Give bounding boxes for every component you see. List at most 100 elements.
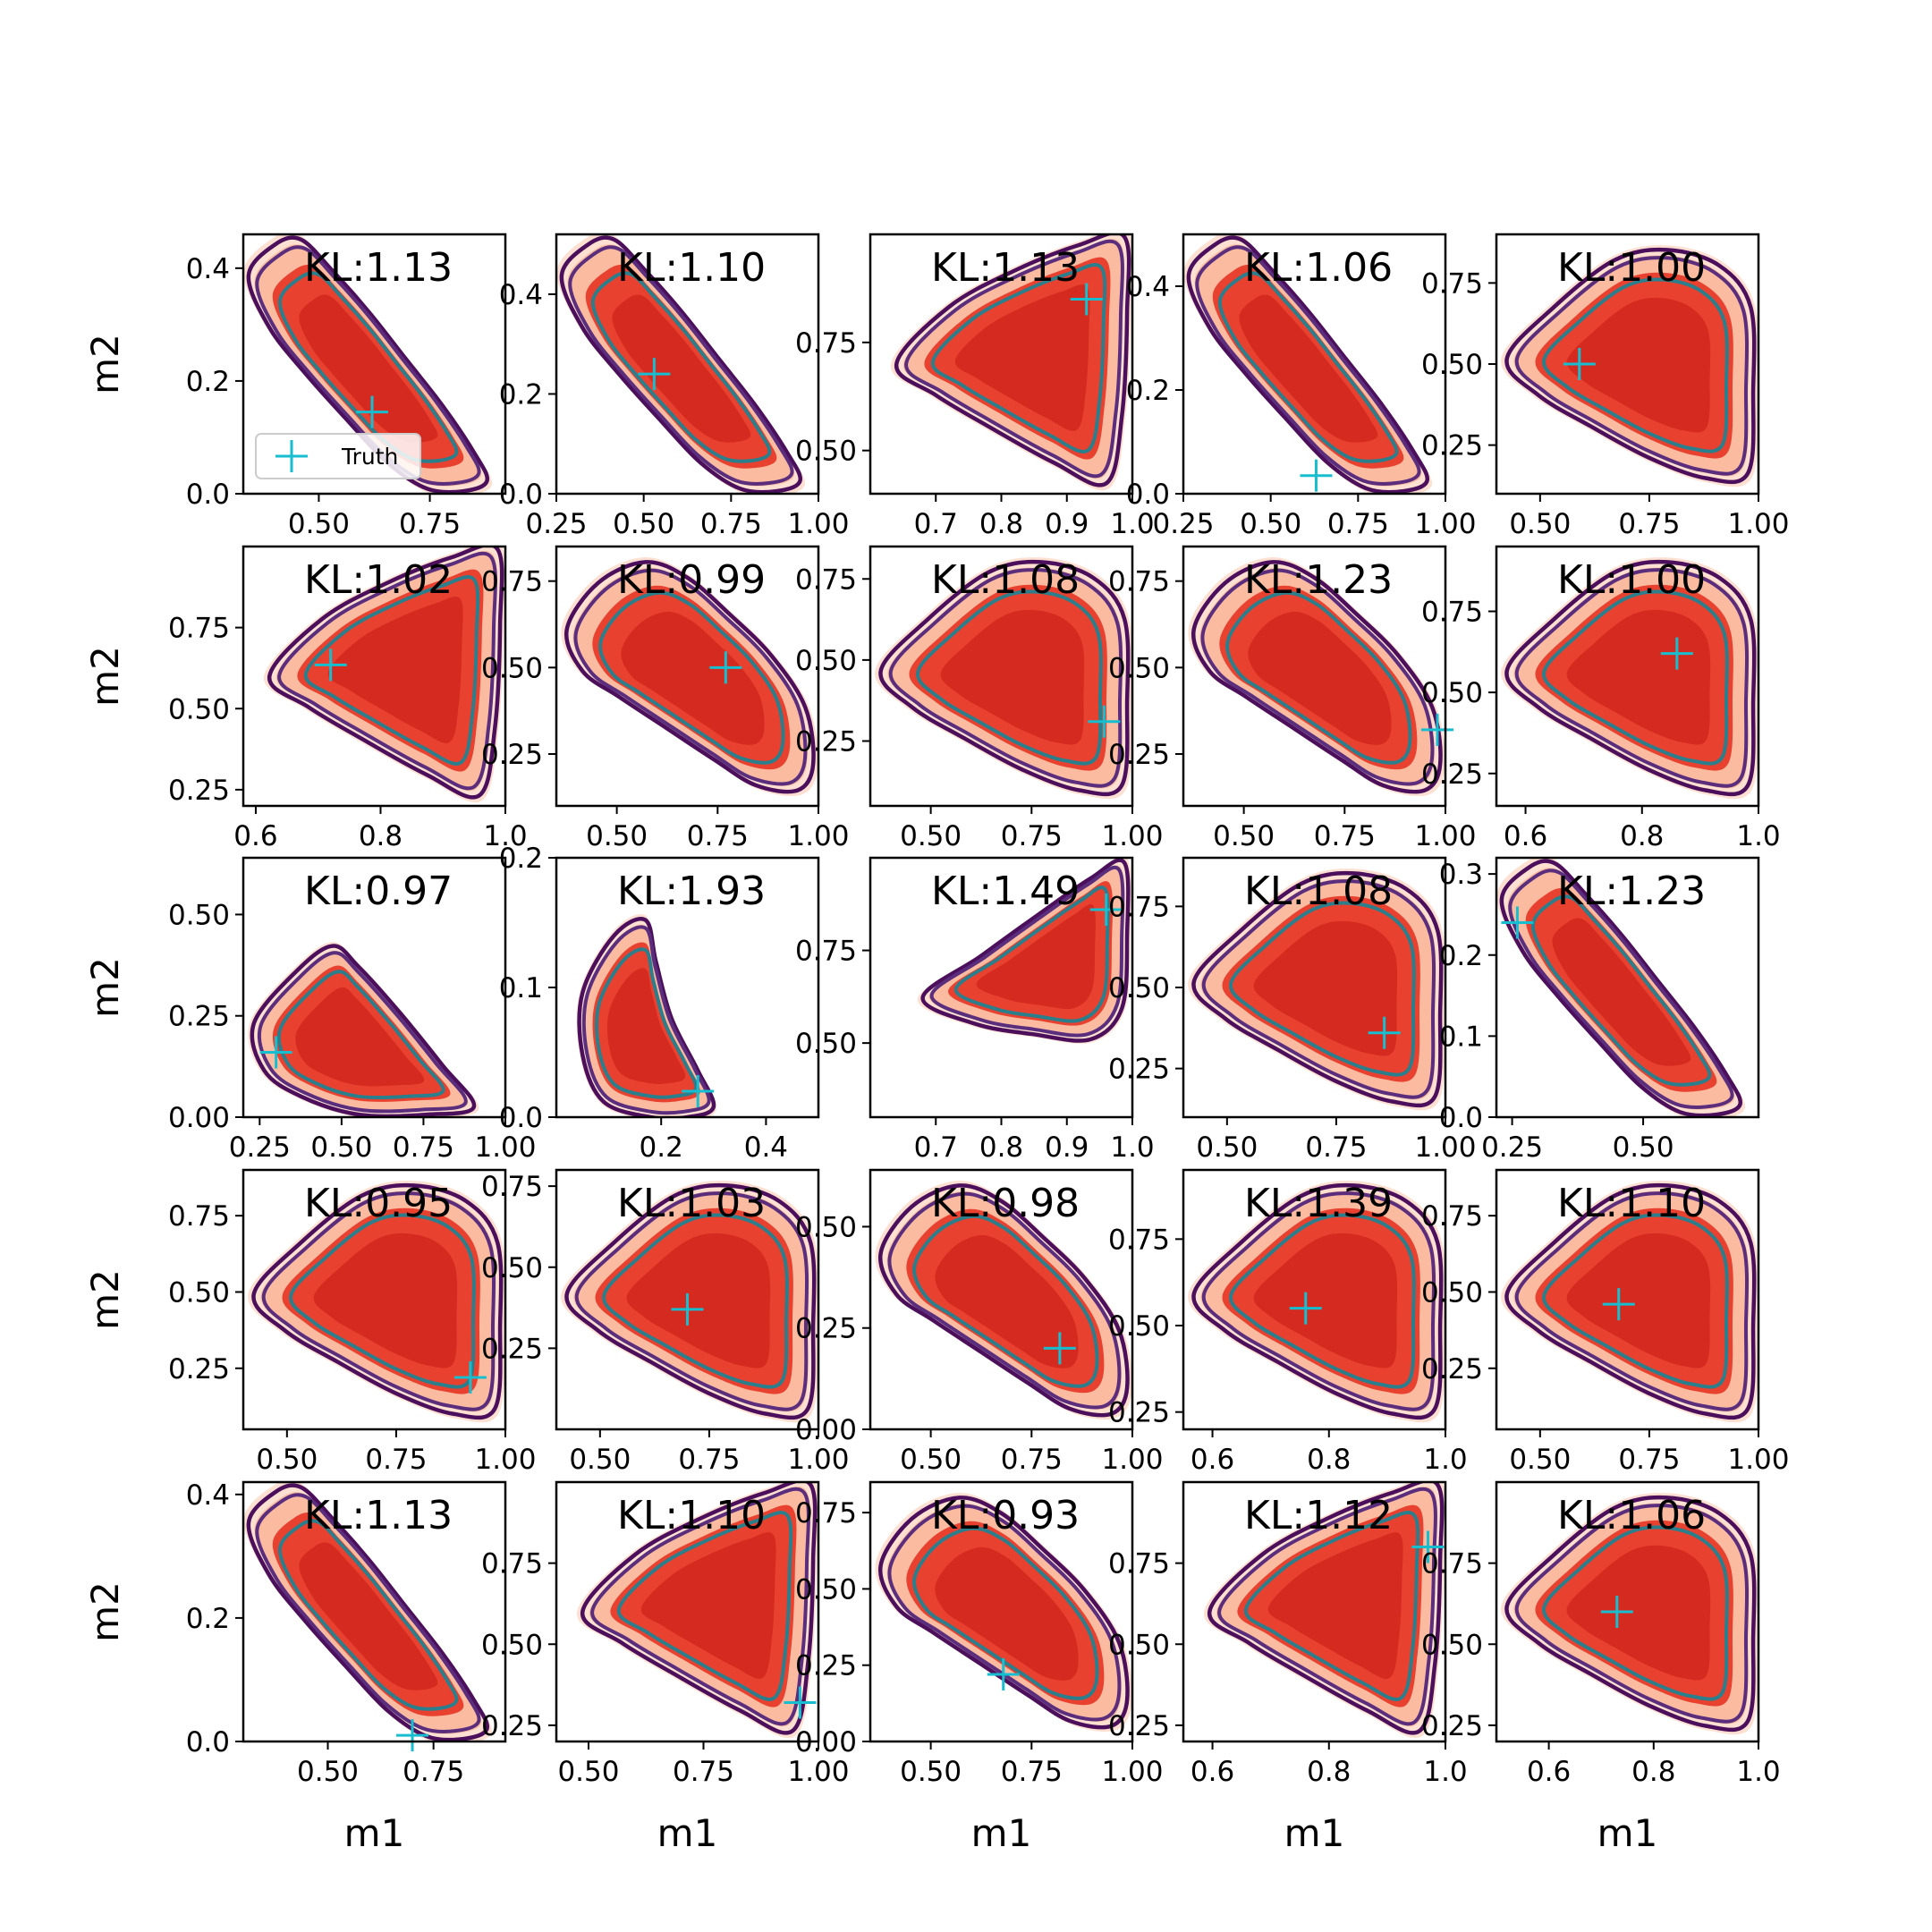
x-axis-label: m1 [1284, 1811, 1345, 1855]
y-tick-label: 0.50 [481, 652, 543, 684]
contour-inner [602, 1213, 789, 1389]
contour-mid [904, 239, 1124, 479]
axes-frame [555, 1168, 820, 1431]
density-fill-dark [935, 1546, 1079, 1681]
x-tick-label: 0.50 [569, 1444, 631, 1476]
density-fill-dark [640, 1532, 776, 1679]
y-tick-label: 0.25 [1421, 1353, 1483, 1385]
panel-r4-c3: 0.50 0.75 1.00 0.00 0.25 0.50 KL:0.98 [795, 1168, 1164, 1476]
y-tick-label: 0.2 [499, 843, 543, 875]
density-fill-dark [1248, 611, 1392, 745]
x-tick-label: 0.8 [1631, 1756, 1675, 1788]
truth-marker [1660, 637, 1693, 670]
density-layers [561, 557, 818, 797]
panel-r1-c5: 0.50 0.75 1.00 0.25 0.50 0.75 KL:1.00 [1421, 233, 1790, 540]
y-tick-label: 0.25 [1108, 1710, 1170, 1742]
x-tick-label: 0.50 [900, 820, 962, 852]
y-tick-label: 0.0 [186, 1726, 230, 1758]
y-tick-label: 0.25 [481, 1710, 543, 1742]
contour-outer [1191, 870, 1444, 1108]
density-fill-dark [1566, 609, 1711, 745]
x-tick-label: 1.0 [1423, 1444, 1467, 1476]
panel-r1-c4: 0.25 0.50 0.75 1.00 0.0 0.2 0.4 KL:1.06 [1126, 233, 1477, 540]
truth-marker [356, 395, 389, 428]
density-layers [561, 1181, 818, 1423]
contour-inner [912, 1214, 1099, 1388]
kl-label: KL:1.13 [931, 245, 1080, 291]
x-tick-label: 0.50 [256, 1444, 318, 1476]
y-tick-label: 0.4 [1126, 271, 1170, 303]
x-tick-label: 1.0 [1736, 1756, 1780, 1788]
x-tick-label: 0.25 [1152, 508, 1214, 540]
contour-inner [303, 575, 480, 766]
x-tick-label: 0.75 [673, 1756, 734, 1788]
truth-marker [1602, 1288, 1635, 1321]
density-fill-dark [1566, 1545, 1711, 1681]
truth-marker [1501, 906, 1534, 939]
density-layers [576, 914, 716, 1117]
density-fill-dark [327, 597, 463, 743]
x-tick-label: 1.00 [1414, 1131, 1476, 1164]
y-tick-label: 0.75 [795, 1497, 857, 1530]
contour-inner [1542, 277, 1729, 453]
density-fill-dark [295, 987, 425, 1087]
y-tick-label: 0.50 [1421, 677, 1483, 709]
contour-inner [1542, 1525, 1729, 1701]
x-tick-label: 0.75 [399, 508, 461, 540]
x-tick-label: 0.75 [1314, 820, 1376, 852]
y-axis-label: m2 [83, 1269, 127, 1330]
contour-mid [888, 568, 1123, 788]
contour-mid [929, 865, 1125, 1038]
kl-label: KL:0.97 [304, 869, 453, 914]
x-tick-label: 1.0 [1110, 1131, 1154, 1164]
panel-r5-c1: 0.50 0.75 0.0 0.2 0.4 KL:1.13 m2 m1 [83, 1479, 507, 1855]
contour-outer [1504, 1182, 1757, 1420]
y-tick-label: 0.50 [1108, 1310, 1170, 1343]
density-layers [1188, 869, 1445, 1111]
panel-r2-c1: 0.6 0.8 1.0 0.25 0.50 0.75 KL:1.02 m2 [83, 545, 528, 852]
y-tick-label: 0.50 [168, 1276, 230, 1309]
y-tick-label: 0.1 [499, 972, 543, 1004]
y-axis-label: m2 [83, 334, 127, 394]
x-tick-label: 0.50 [1240, 508, 1301, 540]
x-tick-label: 1.00 [1414, 820, 1476, 852]
axes-frame [1495, 1168, 1760, 1431]
y-tick-label: 0.25 [168, 1001, 230, 1033]
x-tick-label: 0.75 [1618, 508, 1680, 540]
y-tick-label: 0.25 [795, 1650, 857, 1682]
axes-frame [242, 233, 507, 496]
truth-marker [987, 1657, 1020, 1690]
y-tick-label: 0.0 [499, 479, 543, 511]
y-tick-label: 0.25 [481, 739, 543, 771]
contour-inner [1243, 1511, 1420, 1701]
x-tick-label: 1.00 [787, 1444, 849, 1476]
contour-mid [257, 951, 468, 1114]
x-tick-label: 1.0 [1110, 508, 1154, 540]
truth-marker [709, 651, 742, 684]
y-tick-label: 0.2 [186, 366, 230, 398]
y-tick-label: 0.75 [1108, 1548, 1170, 1580]
axes-frame [242, 545, 507, 808]
y-tick-label: 0.75 [168, 1200, 230, 1233]
density-layers [1183, 234, 1433, 494]
x-tick-label: 0.50 [288, 508, 350, 540]
y-axis-label: m2 [83, 646, 127, 707]
contour-mid [887, 1191, 1122, 1410]
contour-mid [1514, 568, 1750, 788]
kl-label: KL:0.93 [931, 1493, 1080, 1538]
contour-inner [590, 271, 772, 463]
x-tick-label: 1.0 [483, 820, 527, 852]
truth-marker [1289, 1292, 1322, 1325]
density-fill-dark [1566, 1233, 1711, 1368]
kl-label: KL:1.39 [1244, 1181, 1393, 1226]
contour-mid [590, 1487, 810, 1726]
truth-marker [1088, 705, 1121, 738]
contour-outer [559, 235, 802, 494]
density-layers [577, 1482, 818, 1739]
kl-label: KL:1.10 [1557, 1181, 1706, 1226]
y-tick-label: 0.75 [795, 327, 857, 360]
truth-marker [453, 1361, 487, 1394]
x-axis-label: m1 [344, 1811, 405, 1855]
kl-label: KL:1.06 [1244, 245, 1393, 291]
